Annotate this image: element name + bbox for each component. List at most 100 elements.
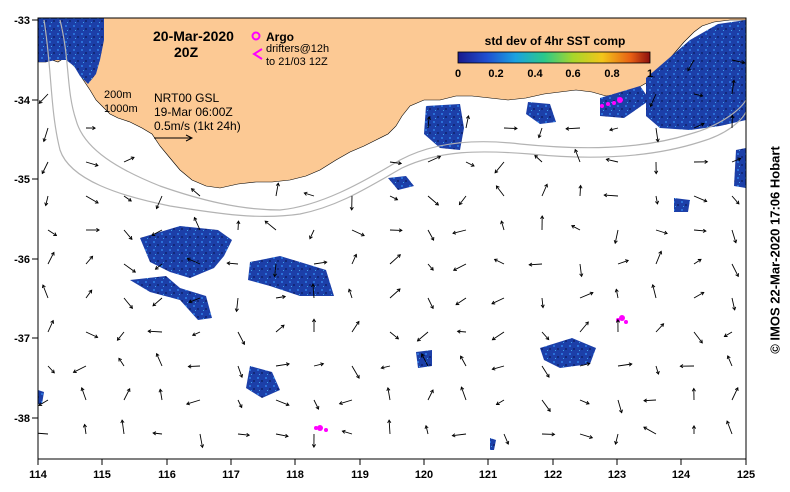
- svg-text:-35: -35: [14, 174, 30, 186]
- y-tick-34: -34: [14, 95, 38, 107]
- current-arrow: [614, 433, 619, 445]
- current-arrow: [80, 387, 87, 401]
- current-arrow: [693, 159, 709, 164]
- current-arrow: [389, 288, 401, 299]
- svg-text:120: 120: [415, 469, 433, 481]
- current-arrow: [460, 386, 467, 401]
- current-arrow: [614, 288, 619, 299]
- current-arrow: [155, 352, 163, 367]
- current-arrow: [451, 433, 467, 438]
- current-arrow: [427, 297, 434, 310]
- current-arrow: [151, 229, 163, 236]
- current-arrow: [731, 229, 738, 244]
- svg-text:123: 123: [608, 469, 626, 481]
- current-arrow: [651, 283, 657, 299]
- x-tick-116: 116: [158, 459, 176, 481]
- current-arrow: [455, 297, 467, 306]
- x-tick-123: 123: [608, 459, 626, 481]
- current-arrow: [693, 331, 703, 344]
- current-arrow: [264, 220, 277, 231]
- svg-text:124: 124: [672, 469, 691, 481]
- y-tick-35: -35: [14, 174, 38, 186]
- current-arrow: [82, 423, 87, 435]
- current-arrow: [693, 258, 702, 265]
- current-arrow: [654, 195, 660, 205]
- current-arrow: [465, 115, 470, 129]
- isobath-label-1000: 1000m: [104, 103, 138, 115]
- map-hour: 20Z: [174, 44, 199, 60]
- x-tick-118: 118: [286, 459, 304, 481]
- current-arrow: [491, 297, 505, 305]
- current-arrow: [185, 399, 201, 406]
- colorbar: [457, 51, 651, 64]
- current-arrow: [190, 188, 201, 197]
- x-tick-125: 125: [737, 459, 755, 481]
- colorbar-tick: 0.8: [604, 68, 619, 80]
- current-arrow: [458, 195, 467, 206]
- current-arrow: [541, 432, 556, 437]
- drifter-legend-period: to 21/03 12Z: [266, 56, 328, 68]
- current-arrow: [493, 258, 505, 265]
- current-arrow: [41, 161, 49, 175]
- current-arrow: [237, 365, 244, 379]
- current-arrow: [643, 426, 657, 435]
- current-arrow: [123, 388, 131, 401]
- current-arrow: [579, 291, 594, 299]
- svg-text:116: 116: [158, 469, 176, 481]
- current-arrow: [341, 429, 353, 435]
- current-arrow: [85, 289, 93, 299]
- current-arrow: [116, 331, 125, 341]
- x-tick-122: 122: [544, 459, 562, 481]
- current-arrow: [540, 215, 545, 231]
- current-arrow: [118, 357, 125, 367]
- current-arrow: [731, 59, 746, 65]
- x-tick-120: 120: [415, 459, 433, 481]
- svg-text:117: 117: [222, 469, 240, 481]
- current-arrow: [456, 329, 467, 334]
- colorbar-ticks: 0 0.2 0.4 0.6 0.8 1: [455, 68, 653, 80]
- current-arrow: [655, 229, 668, 235]
- colorbar-tick: 0.2: [488, 68, 503, 80]
- current-arrow: [427, 263, 434, 271]
- current-arrow: [491, 365, 505, 371]
- current-arrow: [528, 262, 543, 267]
- current-arrow: [47, 365, 55, 374]
- scale-label: 0.5m/s (1kt 24h): [154, 119, 241, 133]
- current-arrow: [541, 365, 550, 378]
- current-arrow: [158, 388, 163, 401]
- current-arrow: [579, 263, 584, 278]
- current-arrow: [503, 433, 510, 445]
- current-arrow: [275, 362, 290, 367]
- model-name: NRT00 GSL: [154, 91, 219, 105]
- current-arrow: [47, 251, 55, 265]
- current-arrow: [643, 398, 657, 403]
- svg-text:-33: -33: [14, 15, 30, 27]
- current-arrow: [494, 161, 505, 174]
- current-arrow: [152, 297, 163, 307]
- current-arrow: [452, 263, 467, 272]
- current-arrow: [347, 288, 353, 299]
- drifter-legend-icon: [252, 48, 263, 60]
- current-arrow: [649, 93, 657, 108]
- x-axis: 114 115 116 117 118 119 120 121 122 123 …: [29, 459, 755, 481]
- svg-text:125: 125: [737, 469, 755, 481]
- current-arrow: [691, 387, 696, 401]
- current-arrow: [726, 355, 733, 367]
- current-arrow: [313, 260, 328, 265]
- colorbar-tick: 0.4: [527, 68, 543, 80]
- current-arrow: [730, 114, 735, 129]
- argo-drifters: [314, 97, 628, 432]
- current-arrow: [609, 127, 619, 132]
- current-arrow: [85, 126, 96, 131]
- current-arrow: [617, 399, 623, 414]
- current-arrow: [389, 161, 403, 166]
- svg-text:115: 115: [93, 469, 111, 481]
- current-arrow: [465, 161, 475, 167]
- x-tick-124: 124: [672, 459, 691, 481]
- current-arrow: [313, 362, 325, 367]
- current-arrow: [731, 297, 737, 311]
- current-arrow: [540, 297, 545, 309]
- current-arrow: [655, 250, 663, 265]
